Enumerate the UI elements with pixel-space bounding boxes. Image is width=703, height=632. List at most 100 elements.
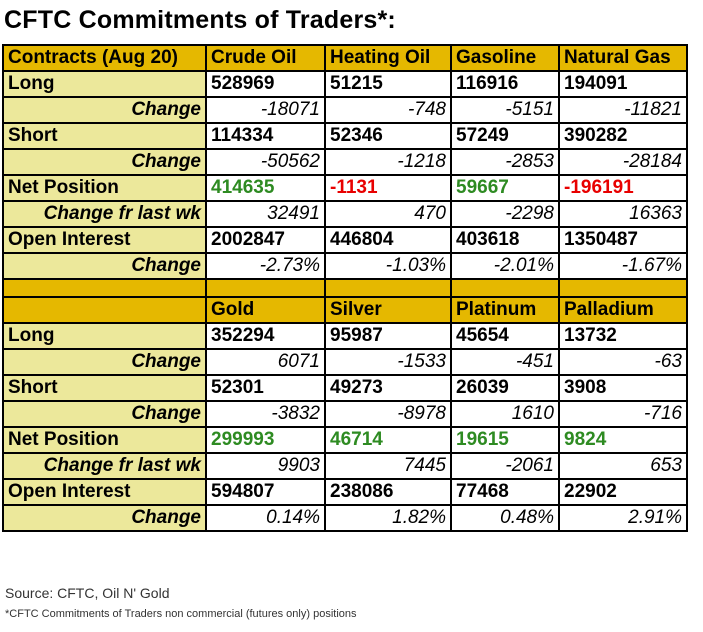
table-cell: 352294 <box>205 322 326 350</box>
source-note: Source: CFTC, Oil N' Gold <box>5 585 170 601</box>
row-label: Net Position <box>2 426 207 454</box>
table-cell: 1350487 <box>558 226 688 254</box>
metals-short-change-row: Change -3832 -8978 1610 -716 <box>2 400 688 428</box>
table-cell: 653 <box>558 452 688 480</box>
section-gap-cell <box>2 278 207 298</box>
table-cell: 0.48% <box>450 504 560 532</box>
section-gap-cell <box>450 278 560 298</box>
net-position-cell: 59667 <box>450 174 560 202</box>
table-cell: -1533 <box>324 348 452 376</box>
net-position-cell: 9824 <box>558 426 688 454</box>
metals-header-platinum: Platinum <box>450 296 560 324</box>
energy-long-row: Long 528969 51215 116916 194091 <box>2 70 688 98</box>
table-cell: 3908 <box>558 374 688 402</box>
row-label: Net Position <box>2 174 207 202</box>
metals-long-change-row: Change 6071 -1533 -451 -63 <box>2 348 688 376</box>
table-cell: 528969 <box>205 70 326 98</box>
energy-long-change-row: Change -18071 -748 -5151 -11821 <box>2 96 688 124</box>
energy-header-natural-gas: Natural Gas <box>558 44 688 72</box>
energy-header-crude-oil: Crude Oil <box>205 44 326 72</box>
net-position-cell: 19615 <box>450 426 560 454</box>
section-gap-row <box>2 278 688 298</box>
energy-oi-change-row: Change -2.73% -1.03% -2.01% -1.67% <box>2 252 688 280</box>
table-cell: 116916 <box>450 70 560 98</box>
section-gap-cell <box>205 278 326 298</box>
table-cell: 446804 <box>324 226 452 254</box>
table-cell: -1.03% <box>324 252 452 280</box>
footnote: *CFTC Commitments of Traders non commerc… <box>5 608 357 620</box>
energy-oi-row: Open Interest 2002847 446804 403618 1350… <box>2 226 688 254</box>
table-cell: -2.73% <box>205 252 326 280</box>
table-cell: 52301 <box>205 374 326 402</box>
energy-header-label: Contracts (Aug 20) <box>2 44 207 72</box>
row-label: Change <box>2 348 207 376</box>
table-cell: 1610 <box>450 400 560 428</box>
table-cell: 6071 <box>205 348 326 376</box>
row-label: Long <box>2 322 207 350</box>
table-cell: -1218 <box>324 148 452 176</box>
table-cell: -3832 <box>205 400 326 428</box>
page-title: CFTC Commitments of Traders*: <box>4 6 396 34</box>
table-cell: -5151 <box>450 96 560 124</box>
row-label: Short <box>2 122 207 150</box>
metals-header-silver: Silver <box>324 296 452 324</box>
table-cell: 45654 <box>450 322 560 350</box>
row-label: Open Interest <box>2 478 207 506</box>
table-cell: 470 <box>324 200 452 228</box>
row-label: Change <box>2 96 207 124</box>
row-label: Open Interest <box>2 226 207 254</box>
energy-net-change-row: Change fr last wk 32491 470 -2298 16363 <box>2 200 688 228</box>
table-cell: -2.01% <box>450 252 560 280</box>
table-cell: 403618 <box>450 226 560 254</box>
net-position-cell: -196191 <box>558 174 688 202</box>
energy-header-row: Contracts (Aug 20) Crude Oil Heating Oil… <box>2 44 688 72</box>
table-cell: 594807 <box>205 478 326 506</box>
table-cell: 49273 <box>324 374 452 402</box>
section-gap-cell <box>324 278 452 298</box>
row-label: Long <box>2 70 207 98</box>
table-cell: 114334 <box>205 122 326 150</box>
table-cell: 77468 <box>450 478 560 506</box>
table-cell: -63 <box>558 348 688 376</box>
table-cell: 2.91% <box>558 504 688 532</box>
metals-short-row: Short 52301 49273 26039 3908 <box>2 374 688 402</box>
table-cell: 0.14% <box>205 504 326 532</box>
table-cell: 13732 <box>558 322 688 350</box>
metals-header-label <box>2 296 207 324</box>
net-position-cell: 299993 <box>205 426 326 454</box>
metals-header-row: Gold Silver Platinum Palladium <box>2 296 688 324</box>
table-cell: -11821 <box>558 96 688 124</box>
net-position-cell: 46714 <box>324 426 452 454</box>
metals-header-gold: Gold <box>205 296 326 324</box>
table-cell: -716 <box>558 400 688 428</box>
table-cell: 9903 <box>205 452 326 480</box>
cot-table: Contracts (Aug 20) Crude Oil Heating Oil… <box>2 44 688 532</box>
table-cell: -8978 <box>324 400 452 428</box>
row-label: Change <box>2 252 207 280</box>
table-cell: 194091 <box>558 70 688 98</box>
table-cell: 26039 <box>450 374 560 402</box>
table-cell: -2061 <box>450 452 560 480</box>
energy-header-heating-oil: Heating Oil <box>324 44 452 72</box>
metals-net-row: Net Position 299993 46714 19615 9824 <box>2 426 688 454</box>
table-cell: -18071 <box>205 96 326 124</box>
table-cell: 16363 <box>558 200 688 228</box>
table-cell: 2002847 <box>205 226 326 254</box>
table-cell: -50562 <box>205 148 326 176</box>
energy-short-change-row: Change -50562 -1218 -2853 -28184 <box>2 148 688 176</box>
table-cell: -28184 <box>558 148 688 176</box>
row-label: Change <box>2 400 207 428</box>
metals-net-change-row: Change fr last wk 9903 7445 -2061 653 <box>2 452 688 480</box>
metals-oi-row: Open Interest 594807 238086 77468 22902 <box>2 478 688 506</box>
table-cell: 1.82% <box>324 504 452 532</box>
table-cell: 390282 <box>558 122 688 150</box>
table-cell: 238086 <box>324 478 452 506</box>
section-gap-cell <box>558 278 688 298</box>
table-cell: 32491 <box>205 200 326 228</box>
row-label: Change <box>2 504 207 532</box>
energy-header-gasoline: Gasoline <box>450 44 560 72</box>
table-cell: -1.67% <box>558 252 688 280</box>
table-cell: -2298 <box>450 200 560 228</box>
table-cell: -451 <box>450 348 560 376</box>
energy-net-row: Net Position 414635 -1131 59667 -196191 <box>2 174 688 202</box>
